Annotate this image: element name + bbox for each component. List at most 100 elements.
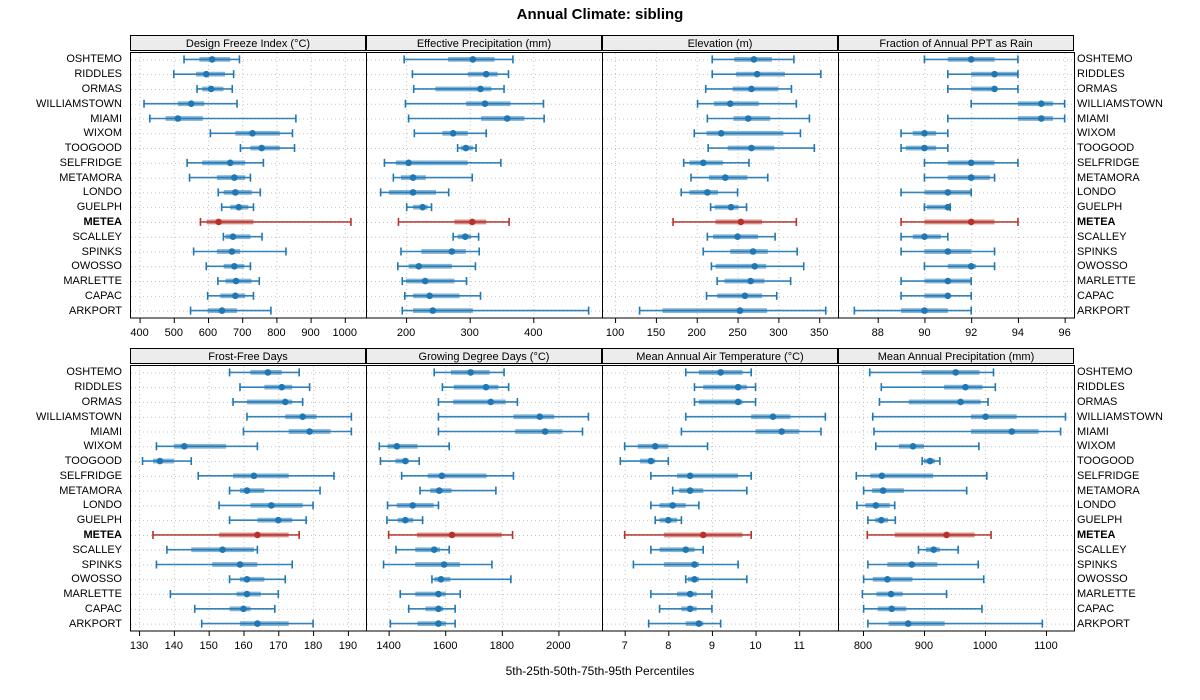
interval-scalley	[900, 232, 949, 241]
panel-strip-frost-free-days: Frost-Free Days	[130, 348, 366, 364]
panel-border	[602, 52, 839, 319]
x-tick-label: 1800	[490, 640, 514, 652]
interval-owosso	[862, 575, 985, 584]
interval-ormas	[196, 84, 234, 93]
site-label-right-londo: LONDO	[1077, 186, 1117, 199]
site-label-left-scalley: SCALLEY	[72, 230, 122, 243]
interval-marlette	[217, 277, 261, 286]
x-axis: 130 140 150 160 170 180 190	[130, 631, 357, 652]
interval-metamora	[392, 173, 474, 182]
x-tick-label: 1100	[1034, 640, 1058, 652]
x-tick-label: 200	[688, 327, 706, 339]
site-label-left-spinks: SPINKS	[81, 245, 122, 258]
site-label-right-capac: CAPAC	[1077, 602, 1115, 615]
interval-oshtemo	[183, 55, 241, 64]
interval-miami	[706, 114, 811, 123]
interval-londo	[650, 501, 700, 510]
interval-metamora	[419, 486, 497, 495]
x-tick-label: 800	[854, 640, 872, 652]
site-label-right-toogood: TOOGOOD	[1077, 455, 1135, 468]
site-label-right-ormas: ORMAS	[1077, 395, 1118, 408]
site-label-right-toogood: TOOGOOD	[1077, 142, 1135, 155]
interval-riddles	[172, 70, 235, 79]
interval-londo	[856, 501, 896, 510]
x-axis: 800 900 1000 1100	[854, 631, 1058, 652]
panel-strip-elevation-m-: Elevation (m)	[602, 35, 838, 51]
interval-metea	[672, 217, 798, 226]
interval-arkport	[401, 306, 590, 315]
interval-londo	[218, 501, 314, 510]
x-tick-label: 900	[915, 640, 933, 652]
interval-spinks	[400, 247, 481, 256]
x-tick-label: 180	[304, 640, 322, 652]
interval-selfridge	[855, 471, 988, 480]
site-label-left-scalley: SCALLEY	[72, 543, 122, 556]
interval-wixom	[623, 442, 709, 451]
panel-plot-mean-annual-precipitation-mm-: 800 900 1000 1100	[838, 365, 1075, 652]
panel-border	[838, 365, 1075, 632]
interval-williamstown	[684, 412, 827, 421]
intervals	[638, 55, 827, 315]
interval-metea	[397, 217, 510, 226]
gridlines	[603, 53, 837, 317]
interval-miami	[242, 427, 353, 436]
x-tick-label: 300	[461, 327, 479, 339]
interval-metamora	[690, 173, 769, 182]
interval-metamora	[862, 486, 968, 495]
interval-toogood	[456, 144, 477, 153]
interval-williamstown	[871, 412, 1067, 421]
panel-strip-growing-degree-days-c-: Growing Degree Days (°C)	[366, 348, 602, 364]
interval-londo	[217, 188, 262, 197]
interval-metamora	[671, 486, 748, 495]
interval-toogood	[619, 457, 670, 466]
interval-marlette	[399, 590, 462, 599]
site-label-right-metea: METEA	[1077, 528, 1116, 541]
interval-owosso	[923, 262, 996, 271]
interval-miami	[873, 427, 1062, 436]
interval-metamora	[228, 486, 321, 495]
interval-riddles	[711, 70, 822, 79]
site-label-right-metamora: METAMORA	[1077, 484, 1140, 497]
site-label-left-selfridge: SELFRIDGE	[59, 156, 122, 169]
site-label-left-metamora: METAMORA	[59, 171, 122, 184]
panel-border	[602, 365, 839, 632]
x-tick-label: 250	[728, 327, 746, 339]
interval-owosso	[710, 262, 805, 271]
interval-toogood	[707, 144, 816, 153]
interval-williamstown	[246, 412, 353, 421]
site-label-left-wixom: WIXOM	[83, 440, 123, 453]
interval-ormas	[693, 397, 757, 406]
site-label-left-londo: LONDO	[82, 499, 122, 512]
interval-owosso	[228, 575, 287, 584]
interval-riddles	[880, 383, 997, 392]
x-axis: 400 500 600 700 800 900 1000	[130, 318, 357, 339]
interval-scalley	[166, 545, 259, 554]
interval-selfridge	[923, 158, 1019, 167]
x-axis: 7 8 9 10 11	[622, 631, 805, 652]
interval-metea	[900, 217, 1019, 226]
x-tick-label: 10	[749, 640, 761, 652]
interval-wixom	[155, 442, 259, 451]
site-label-left-capac: CAPAC	[84, 289, 122, 302]
interval-selfridge	[383, 158, 502, 167]
interval-guelph	[228, 516, 307, 525]
interval-riddles	[947, 70, 1019, 79]
site-label-right-selfridge: SELFRIDGE	[1077, 156, 1140, 169]
x-tick-label: 160	[234, 640, 252, 652]
interval-londo	[680, 188, 739, 197]
x-tick-label: 400	[524, 327, 542, 339]
site-label-left-guelph: GUELPH	[76, 201, 122, 214]
panel-plot-mean-annual-air-temperature-c-: 7 8 9 10 11	[602, 365, 839, 652]
site-label-left-capac: CAPAC	[84, 602, 122, 615]
site-label-right-guelph: GUELPH	[1077, 201, 1123, 214]
interval-ormas	[232, 397, 304, 406]
interval-ormas	[412, 84, 505, 93]
interval-oshtemo	[403, 55, 514, 64]
site-label-right-williamstown: WILLIAMSTOWN	[1077, 97, 1163, 110]
interval-wixom	[693, 129, 802, 138]
interval-wixom	[900, 129, 949, 138]
site-label-right-selfridge: SELFRIDGE	[1077, 469, 1140, 482]
site-label-right-oshtemo: OSHTEMO	[1077, 53, 1133, 66]
site-label-left-oshtemo: OSHTEMO	[66, 366, 122, 379]
site-label-right-miami: MIAMI	[1077, 112, 1109, 125]
